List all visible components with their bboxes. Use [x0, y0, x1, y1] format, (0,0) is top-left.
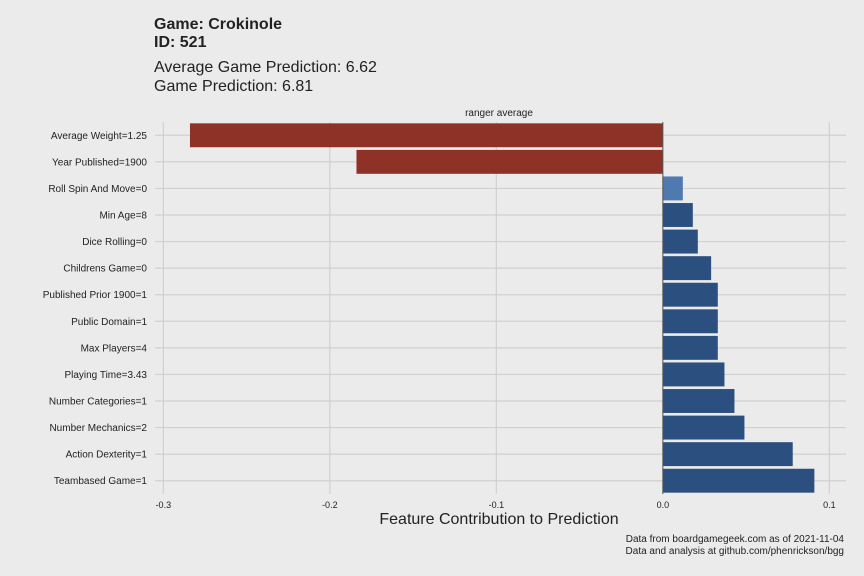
y-tick-label: Public Domain=1 [71, 317, 147, 328]
y-tick-label: Average Weight=1.25 [51, 131, 148, 142]
y-tick-label: Published Prior 1900=1 [43, 290, 148, 301]
bar [662, 442, 793, 467]
y-tick-label: Max Players=4 [81, 343, 148, 354]
bar [662, 309, 718, 334]
x-tick-labels: -0.3 -0.2 -0.1 0.0 0.1 [156, 500, 836, 510]
bar [662, 415, 745, 440]
y-tick-label: Number Categories=1 [49, 397, 148, 408]
bar [662, 256, 712, 281]
x-tick-label: -0.1 [489, 500, 505, 510]
average-prediction: Average Game Prediction: 6.62 [154, 59, 377, 76]
game-prediction: Game Prediction: 6.81 [154, 78, 314, 95]
x-axis-title: Feature Contribution to Prediction [379, 511, 618, 528]
bar [662, 335, 718, 360]
y-tick-label: Action Dexterity=1 [66, 450, 148, 461]
caption: Data from boardgamegeek.com as of 2021-1… [626, 534, 844, 558]
bar [189, 123, 663, 148]
y-tick-label: Year Published=1900 [52, 157, 147, 168]
y-tick-label: Playing Time=3.43 [64, 370, 147, 381]
game-title: Game: Crokinole [154, 16, 283, 33]
x-tick-label: -0.3 [156, 500, 172, 510]
bar [662, 229, 698, 254]
bar [662, 468, 815, 493]
bar [662, 203, 693, 227]
y-tick-labels: Average Weight=1.25 Year Published=1900 Ro… [43, 131, 148, 487]
bar [662, 282, 718, 307]
y-tick-label: Dice Rolling=0 [82, 237, 147, 248]
game-id: ID: 521 [154, 34, 207, 51]
subtitle-block: Average Game Prediction: 6.62 Game Predi… [154, 58, 377, 96]
y-tick-label: Roll Spin And Move=0 [48, 184, 147, 195]
caption-source: Data from boardgamegeek.com as of 2021-1… [625, 534, 844, 545]
y-tick-label: Childrens Game=0 [63, 264, 147, 275]
bar [662, 362, 725, 387]
bar [662, 389, 735, 413]
x-tick-label: 0.0 [657, 500, 670, 510]
x-tick-label: 0.1 [823, 500, 836, 510]
facet-label: ranger average [465, 108, 533, 119]
y-tick-label: Teambased Game=1 [54, 476, 148, 487]
y-tick-label: Min Age=8 [99, 211, 147, 222]
y-tick-label: Number Mechanics=2 [49, 423, 147, 434]
bar-layer [189, 122, 815, 494]
caption-analysis: Data and analysis at github.com/phenrick… [625, 546, 844, 557]
bar [356, 149, 663, 174]
x-tick-label: -0.2 [322, 500, 338, 510]
bar [662, 176, 683, 201]
title-block: Game: Crokinole ID: 521 Average Game Pre… [154, 16, 377, 96]
